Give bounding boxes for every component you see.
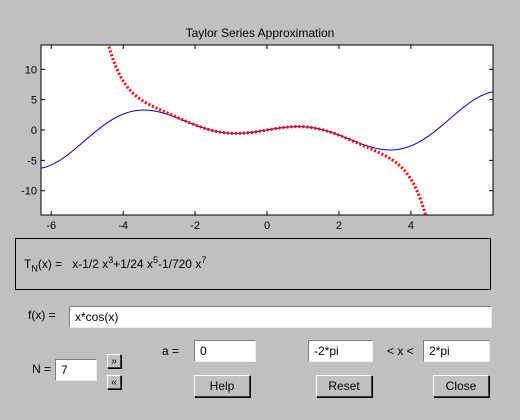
x-tick-label: -4 [118,220,128,232]
xmin-input[interactable]: -2*pi [308,340,373,362]
y-tick-label: 5 [31,95,37,107]
axis-tick-labels: -6 -4 -2 0 2 4 -10 -5 0 5 10 [21,64,414,232]
x-tick-label: -6 [46,220,56,232]
plot-title: Taylor Series Approximation [185,26,335,40]
y-tick-label: 10 [25,64,37,76]
taylor-polynomial-panel: TN(x) = x-1/2 x3+1/24 x5-1/720 x7 [15,238,491,290]
reset-button[interactable]: Reset [316,375,372,397]
y-tick-label: -5 [27,155,37,167]
decrease-n-button[interactable]: « [107,375,121,389]
taylor-polynomial-text: TN(x) = x-1/2 x3+1/24 x5-1/720 x7 [24,254,207,274]
x-tick-label: 0 [264,220,270,232]
y-tick-label: -10 [21,186,37,198]
function-input[interactable]: x*cos(x) [69,306,492,328]
a-label: a = [162,344,180,358]
close-button[interactable]: Close [433,375,489,397]
range-label: < x < [387,344,414,358]
help-button[interactable]: Help [194,375,250,397]
x-tick-label: 2 [336,220,342,232]
n-label: N = [32,362,52,376]
increase-n-button[interactable]: » [107,354,121,368]
f-label: f(x) = [28,308,56,322]
series-line-taylor [106,45,428,215]
axis-ticks [41,45,493,215]
xmax-input[interactable]: 2*pi [423,340,490,362]
x-tick-label: 4 [408,220,414,232]
n-input[interactable]: 7 [55,359,97,381]
y-tick-label: 0 [31,125,37,137]
x-tick-label: -2 [190,220,200,232]
a-input[interactable]: 0 [194,340,256,362]
